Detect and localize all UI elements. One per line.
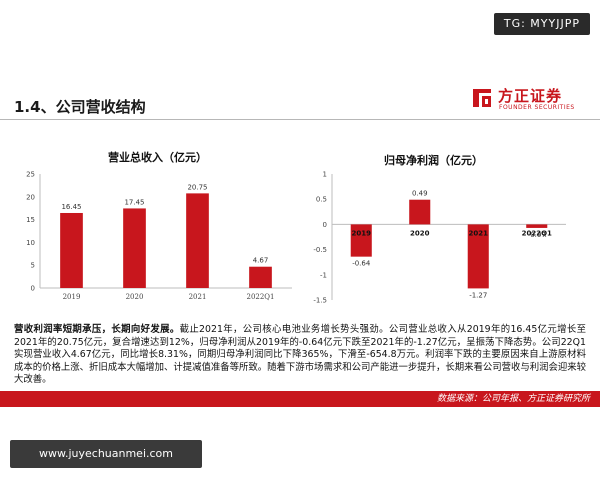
y-tick-label: 0 xyxy=(323,221,327,229)
logo-text-cn: 方正证券 xyxy=(498,87,563,105)
y-tick-label: 10 xyxy=(26,239,35,247)
x-category-label: 2022Q1 xyxy=(522,229,552,237)
bar-value-label: 20.75 xyxy=(187,183,207,191)
founder-securities-logo: 方正证券 FOUNDER SECURITIES xyxy=(470,84,588,118)
source-bar: 数据来源：公司年报、方正证券研究所 xyxy=(0,391,600,407)
bar-value-label: 17.45 xyxy=(124,198,144,206)
heading-divider xyxy=(0,119,600,120)
x-category-label: 2019 xyxy=(63,293,81,301)
website-watermark: www.juyechuanmei.com xyxy=(10,440,202,468)
bar-2019 xyxy=(60,212,83,288)
x-category-label: 2020 xyxy=(410,229,430,237)
y-tick-label: -1 xyxy=(320,271,327,279)
bar-value-label: 0.49 xyxy=(412,190,428,198)
x-category-label: 2019 xyxy=(352,229,372,237)
bar-2020 xyxy=(409,199,431,225)
bar-2020 xyxy=(123,208,146,288)
bar-value-label: 16.45 xyxy=(61,203,81,211)
y-tick-label: 15 xyxy=(26,216,35,224)
y-tick-label: 5 xyxy=(31,262,35,270)
analysis-lead: 营收利润率短期承压，长期向好发展。 xyxy=(14,324,180,335)
y-tick-label: 1 xyxy=(323,171,327,179)
bar-2021 xyxy=(467,224,489,289)
bar-2022Q1 xyxy=(249,266,272,288)
bar-2021 xyxy=(186,193,209,288)
profit-chart-title: 归母净利润（亿元） xyxy=(384,154,483,167)
y-tick-label: -0.5 xyxy=(313,246,327,254)
bar-value-label: -0.64 xyxy=(352,260,371,268)
section-heading: 1.4、公司营收结构 xyxy=(14,98,146,116)
tg-badge: TG: MYYJJPP xyxy=(493,13,590,35)
bar-value-label: 4.67 xyxy=(253,257,269,265)
y-tick-label: 0 xyxy=(31,285,35,293)
source-text: 数据来源：公司年报、方正证券研究所 xyxy=(436,394,590,404)
y-tick-label: 20 xyxy=(26,193,35,201)
x-category-label: 2021 xyxy=(469,229,489,237)
y-tick-label: 0.5 xyxy=(316,196,327,204)
top-bar: TG: MYYJJPP xyxy=(0,0,600,46)
bar-value-label: -0.07 xyxy=(528,231,546,239)
analysis-body: 截止2021年，公司核心电池业务增长势头强劲。公司营业总收入从2019年的16.… xyxy=(14,324,586,386)
y-tick-label: -1.5 xyxy=(313,297,327,305)
x-category-label: 2022Q1 xyxy=(246,293,274,301)
bar-2019 xyxy=(350,224,372,257)
x-category-label: 2020 xyxy=(126,293,144,301)
bar-2022Q1 xyxy=(526,224,548,228)
y-tick-label: 25 xyxy=(26,171,35,179)
revenue-chart-title: 营业总收入（亿元） xyxy=(108,151,207,164)
logo-text-en: FOUNDER SECURITIES xyxy=(499,104,575,111)
analysis-paragraph: 营收利润率短期承压，长期向好发展。截止2021年，公司核心电池业务增长势头强劲。… xyxy=(14,324,586,387)
bar-value-label: -1.27 xyxy=(469,291,487,299)
founder-logo-icon xyxy=(473,89,491,107)
x-category-label: 2021 xyxy=(189,293,207,301)
